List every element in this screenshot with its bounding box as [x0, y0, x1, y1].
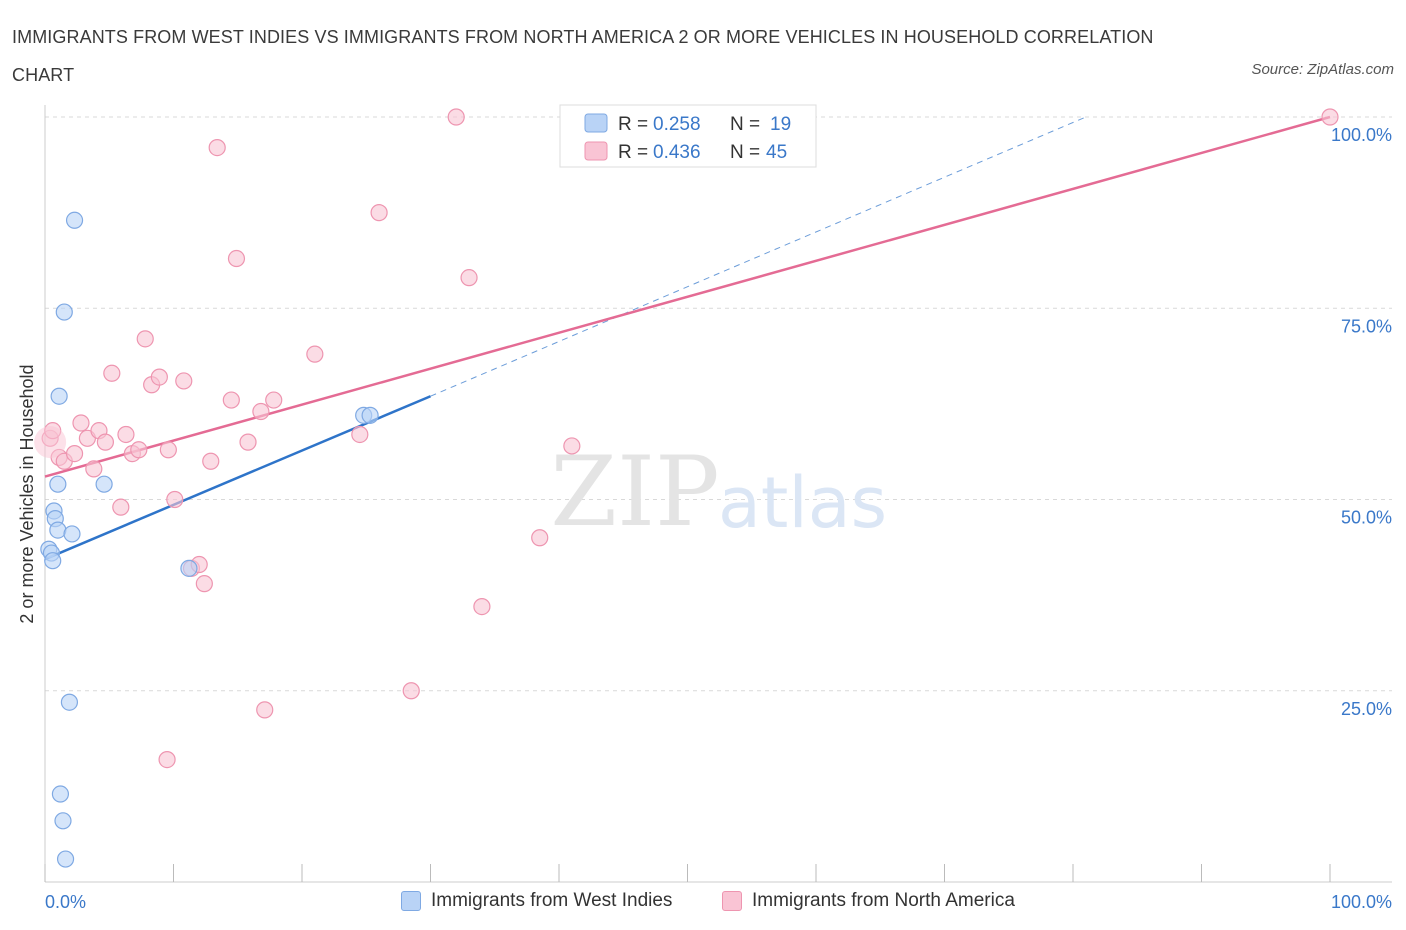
point-north-america-27: [227, 249, 246, 268]
point-north-america-cluster: [34, 426, 67, 459]
point-north-america-39: [531, 529, 549, 547]
point-west-indies-9: [54, 812, 72, 830]
source-label: Source: ZipAtlas.com: [1251, 61, 1394, 78]
point-north-america-9: [96, 433, 114, 451]
x-tick-label-max: 100.0%: [1331, 892, 1392, 912]
point-north-america-25: [208, 139, 226, 157]
y-tick-label-1: 50.0%: [1341, 508, 1392, 528]
point-north-america-28: [239, 433, 257, 451]
point-north-america-32: [306, 345, 324, 363]
point-north-america-10: [103, 364, 121, 382]
trend-north-america: [44, 115, 1331, 478]
point-west-indies-11: [56, 850, 75, 868]
y-tick-label-3: 100.0%: [1331, 125, 1392, 145]
stats-r-value-1: 0.258: [653, 114, 701, 135]
point-north-america-30: [256, 701, 274, 719]
y-tick-label-2: 75.0%: [1341, 316, 1392, 336]
y-tick-label-0: 25.0%: [1341, 699, 1392, 719]
point-west-indies-6: [49, 475, 67, 493]
stats-n-value-2: 45: [766, 142, 787, 163]
stats-swatch-pink: [584, 141, 608, 161]
point-north-america-33: [351, 425, 369, 444]
stats-r-value-2: 0.436: [653, 142, 701, 163]
point-north-america-7: [85, 460, 103, 478]
point-north-america-18: [159, 441, 177, 459]
point-north-america-12: [117, 425, 135, 444]
point-north-america-37: [460, 269, 478, 287]
point-north-america-20: [175, 372, 193, 390]
point-west-indies-18: [361, 406, 379, 424]
legend-swatch-blue: [401, 891, 421, 911]
stats-n-label-1: N =: [730, 114, 760, 135]
point-north-america-40: [563, 437, 581, 455]
point-north-america-11: [112, 498, 130, 516]
y-axis-label: 2 or more Vehicles in Household: [17, 364, 37, 623]
point-north-america-17: [150, 368, 168, 386]
stats-r-label-2: R =: [618, 142, 648, 163]
point-west-indies-7: [50, 387, 68, 405]
point-north-america-34: [370, 204, 388, 222]
point-west-indies-2: [44, 552, 62, 570]
legend-item-north-america: Immigrants from North America: [722, 890, 1015, 912]
point-north-america-35: [402, 682, 420, 700]
point-north-america-23: [195, 575, 213, 593]
point-north-america-38: [473, 597, 491, 616]
point-north-america-14: [130, 441, 148, 459]
point-north-america-19: [166, 490, 184, 509]
x-tick-label-min: 0.0%: [45, 892, 86, 912]
x-tick-labels: 0.0% 100.0%: [45, 892, 1392, 912]
point-west-indies-14: [65, 211, 84, 229]
point-west-indies-16: [180, 559, 198, 577]
stats-n-value-1: 19: [770, 114, 791, 135]
point-north-america-15: [136, 330, 154, 348]
point-north-america-31: [265, 391, 283, 409]
stats-legend: R = 0.258 N = 19 R = 0.436 N = 45: [559, 104, 817, 168]
legend-label-north-america: Immigrants from North America: [752, 890, 1015, 911]
point-north-america-36: [447, 108, 465, 126]
series-legend: Immigrants from West Indies Immigrants f…: [0, 884, 1406, 920]
point-north-america-4: [65, 445, 84, 463]
watermark-atlas: atlas: [718, 462, 887, 544]
point-west-indies-8: [51, 785, 70, 803]
point-west-indies-5: [49, 521, 67, 539]
watermark-zip: ZIP: [550, 436, 719, 548]
stats-r-label-1: R =: [618, 114, 648, 135]
point-north-america-26: [222, 391, 240, 409]
point-west-indies-15: [95, 475, 113, 493]
point-north-america-44: [158, 750, 176, 769]
point-west-indies-13: [63, 525, 81, 543]
point-west-indies-12: [60, 693, 79, 711]
stats-swatch-blue: [584, 113, 608, 133]
legend-swatch-pink: [722, 891, 742, 911]
gridlines: [45, 116, 1392, 692]
y-tick-labels: 25.0% 50.0% 75.0% 100.0%: [1331, 125, 1392, 719]
legend-item-west-indies: Immigrants from West Indies: [401, 890, 672, 912]
data-points: [34, 108, 1339, 868]
point-north-america-24: [202, 452, 220, 470]
point-west-indies-10: [55, 303, 73, 321]
point-north-america-43: [1321, 108, 1339, 126]
trend-west-indies-extension: [430, 116, 1087, 397]
watermark: ZIP atlas: [550, 436, 887, 548]
axes: [44, 105, 1392, 883]
point-north-america-29: [252, 402, 270, 421]
chart-title: IMMIGRANTS FROM WEST INDIES VS IMMIGRANT…: [12, 27, 1154, 85]
point-north-america-5: [72, 414, 90, 432]
legend-label-west-indies: Immigrants from West Indies: [431, 890, 673, 911]
stats-n-label-2: N =: [730, 142, 760, 163]
